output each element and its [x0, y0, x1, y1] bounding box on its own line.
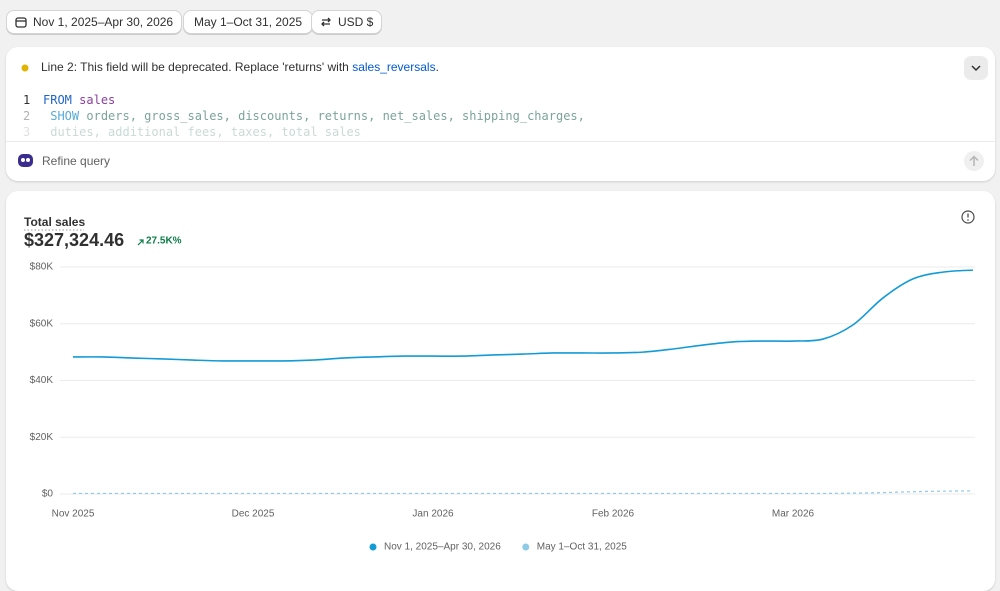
warning-text: Line 2: This field will be deprecated. R…	[41, 60, 353, 74]
y-tick-label: $0	[42, 489, 54, 500]
y-tick-label: $20K	[30, 432, 54, 443]
keyword: FROM	[43, 93, 72, 107]
page: Nov 1, 2025–Apr 30, 2026 May 1–Oct 31, 2…	[6, 10, 995, 591]
code-text: orders, gross_sales, discounts, returns,…	[86, 109, 585, 123]
code-editor[interactable]: 1 FROM sales 2 SHOW orders, gross_sales, …	[23, 92, 983, 138]
x-tick-label: Dec 2025	[232, 509, 275, 520]
code-line-3: 3 duties, additional_fees, taxes, total_…	[23, 124, 361, 138]
collapse-button[interactable]	[964, 56, 988, 80]
line-number: 1	[23, 93, 31, 107]
legend-swatch	[369, 543, 377, 551]
series-line	[73, 490, 974, 495]
chart-card	[6, 191, 995, 591]
keyword: SHOW	[50, 109, 80, 123]
divider	[6, 141, 995, 142]
x-tick-label: Jan 2026	[412, 509, 454, 520]
compare-button[interactable]: May 1–Oct 31, 2025	[183, 10, 314, 34]
submit-button[interactable]	[964, 151, 984, 171]
currency-button[interactable]: USD $	[311, 10, 383, 34]
legend-label: Nov 1, 2025–Apr 30, 2026	[384, 542, 501, 553]
line-number: 3	[23, 125, 31, 138]
compare-range: May 1–Oct 31, 2025	[194, 15, 303, 29]
info-icon[interactable]	[961, 210, 975, 224]
legend-label: May 1–Oct 31, 2025	[537, 542, 627, 553]
code-text: sales	[79, 93, 116, 107]
currency: USD $	[338, 15, 374, 29]
code-line-1: 1 FROM sales	[23, 92, 115, 108]
series-line	[72, 269, 974, 362]
x-tick-label: Mar 2026	[772, 509, 815, 520]
x-tick-label: Feb 2026	[592, 509, 635, 520]
code-text: duties, additional_fees, taxes, total_sa…	[50, 125, 361, 138]
refine-input[interactable]: Refine query	[42, 154, 111, 168]
chart: Total sales $327,324.46 27.5K% $0 $20K $40…	[24, 210, 975, 553]
y-tick-label: $40K	[30, 375, 54, 386]
warning-link[interactable]: sales_reversals	[352, 60, 436, 74]
y-tick-label: $80K	[30, 262, 54, 273]
calendar-icon	[15, 17, 27, 28]
chevron-icon	[971, 65, 981, 72]
warning-end: .	[435, 60, 439, 74]
sidekick-icon	[18, 154, 33, 167]
trend-arrow	[137, 239, 144, 246]
legend-swatch	[522, 543, 530, 551]
chart-title: Total sales	[24, 215, 85, 229]
warning-dot	[21, 64, 29, 72]
warning: Line 2: This field will be deprecated. R…	[41, 60, 439, 74]
change: 27.5K%	[146, 236, 182, 247]
code-line-2: 2 SHOW orders, gross_sales, discounts, r…	[23, 108, 585, 124]
query-card: Line 2: This field will be deprecated. R…	[6, 47, 995, 181]
line-number: 2	[23, 109, 31, 123]
swap-icon	[321, 17, 331, 27]
total-value: $327,324.46	[24, 230, 124, 250]
y-tick-label: $60K	[30, 318, 54, 329]
date-range: Nov 1, 2025–Apr 30, 2026	[33, 15, 174, 29]
x-tick-label: Nov 2025	[52, 509, 95, 520]
date-range-button[interactable]: Nov 1, 2025–Apr 30, 2026	[6, 10, 183, 34]
